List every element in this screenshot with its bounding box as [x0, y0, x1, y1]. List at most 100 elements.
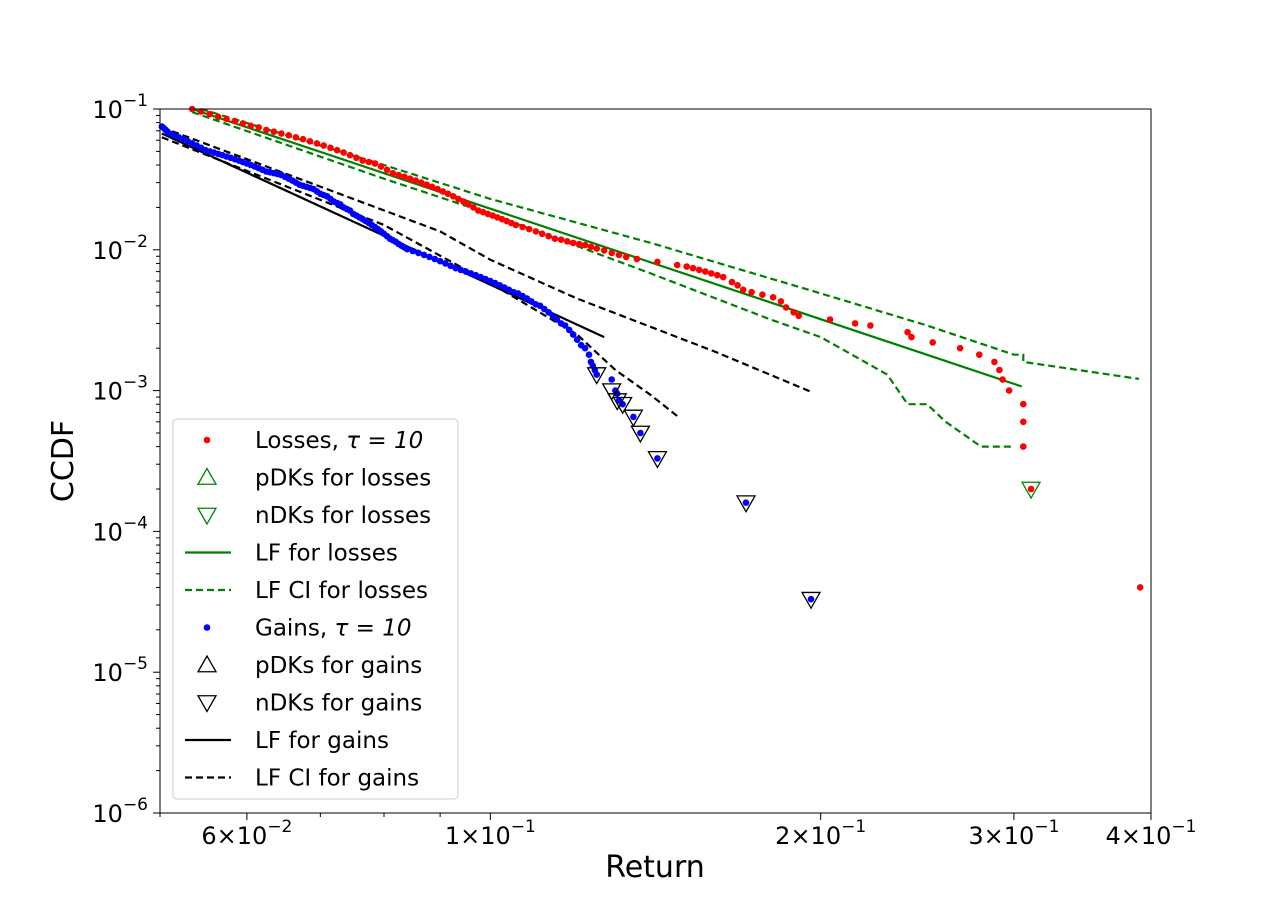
data-point-0-5	[231, 117, 239, 125]
legend-label-lf_gains: LF for gains	[255, 728, 389, 754]
x-tick-label-1: 1×10−1	[445, 817, 536, 850]
x-tick-label-3: 3×10−1	[968, 817, 1059, 850]
data-point-0-97	[976, 351, 983, 359]
data-point-1-104	[565, 326, 573, 334]
legend-label-ndk_gains: nDKs for gains	[255, 691, 422, 717]
legend-marker-pdk_gains	[196, 654, 218, 673]
legend-marker-ndk_gains	[196, 695, 218, 713]
data-point-1-101	[553, 316, 561, 323]
data-point-0-94	[908, 333, 915, 341]
data-point-0-42	[465, 201, 472, 208]
data-point-0-76	[702, 268, 709, 275]
y-tick-label-2: 10−3	[92, 373, 148, 406]
x-tick-label-4: 4×10−1	[1106, 817, 1197, 850]
data-point-0-73	[683, 263, 690, 270]
data-point-0-7	[247, 122, 255, 130]
legend-frame	[172, 418, 459, 800]
data-point-0-13	[292, 134, 300, 141]
data-point-0-78	[714, 271, 721, 279]
data-point-0-92	[867, 322, 874, 329]
x-tick-label-0: 6×10−2	[201, 817, 292, 850]
data-point-0-14	[299, 135, 307, 143]
data-point-1-78	[447, 262, 454, 270]
data-point-0-64	[587, 243, 595, 251]
data-point-0-81	[734, 282, 741, 289]
y-axis-label: CCDF	[46, 420, 81, 502]
data-point-1-75	[431, 255, 439, 263]
legend-label-pdk_gains: pDKs for gains	[255, 653, 422, 679]
legend: Losses, τ = 10 pDKs for losses nDKs for lo…	[172, 418, 459, 800]
data-point-0-28	[389, 169, 397, 177]
data-point-0-102	[1020, 400, 1027, 408]
data-point-0-27	[383, 166, 391, 174]
data-point-1-71	[409, 247, 417, 255]
data-point-0-103	[1020, 418, 1027, 426]
data-points	[158, 105, 1144, 603]
data-point-1-106	[573, 336, 581, 344]
data-point-1-108	[581, 344, 589, 352]
data-point-1-121	[654, 455, 661, 462]
data-point-0-18	[327, 144, 334, 152]
data-point-0-63	[581, 241, 589, 249]
data-point-0-96	[956, 344, 964, 352]
legend-marker-ndk_losses	[196, 507, 218, 526]
legend-label-losses: Losses, τ = 10	[255, 428, 423, 454]
data-point-0-29	[395, 171, 403, 179]
data-point-0-106	[1136, 584, 1144, 591]
data-point-0-99	[996, 366, 1003, 374]
data-point-0-61	[569, 239, 577, 247]
data-point-0-11	[278, 130, 285, 137]
data-point-0-38	[444, 190, 452, 198]
data-point-1-105	[569, 331, 577, 338]
y-tick-label-4: 10−5	[92, 654, 148, 687]
data-point-1-123	[807, 595, 815, 603]
data-point-0-26	[377, 163, 385, 170]
data-point-1-72	[415, 249, 422, 257]
legend-label-gains: Gains, τ = 10	[255, 616, 412, 642]
data-point-0-101	[1005, 387, 1013, 394]
data-point-0-16	[313, 140, 321, 147]
data-point-0-52	[512, 221, 520, 229]
legend-label-pdk_losses: pDKs for losses	[255, 466, 431, 492]
data-point-0-84	[759, 291, 766, 299]
legend-label-ci_losses: LF CI for losses	[255, 578, 428, 604]
data-point-0-36	[434, 185, 441, 193]
data-point-0-90	[826, 316, 834, 323]
data-point-0-32	[412, 177, 420, 184]
data-point-0-8	[255, 124, 262, 131]
data-point-1-79	[452, 264, 460, 272]
data-point-0-33	[417, 179, 425, 186]
data-point-0-86	[777, 298, 785, 305]
data-point-1-114	[608, 376, 615, 383]
data-point-1-103	[561, 322, 569, 329]
legend-label-ci_gains: LF CI for gains	[255, 766, 419, 792]
data-point-0-4	[223, 115, 230, 123]
data-point-0-95	[929, 339, 936, 346]
data-point-0-72	[673, 261, 681, 269]
data-point-0-37	[439, 188, 447, 195]
data-point-0-58	[551, 235, 559, 242]
data-point-0-91	[851, 320, 859, 327]
data-point-0-34	[423, 181, 431, 188]
data-point-0-43	[470, 204, 477, 211]
data-point-0-10	[270, 128, 278, 135]
data-point-0-54	[525, 225, 533, 233]
dk-marker-3-7	[735, 495, 757, 513]
axes: 6×10−2 1×10−1 2×10−1 3×10−1 4×10−1 10−1 10−2 10…	[92, 91, 1196, 850]
data-point-1-70	[403, 245, 411, 253]
series-line-9	[161, 136, 678, 417]
data-point-0-57	[545, 232, 552, 240]
dk-marker-3-4	[623, 409, 644, 428]
dk-marker-3-6	[647, 450, 668, 469]
data-point-0-68	[615, 251, 623, 259]
data-point-0-53	[519, 223, 526, 231]
data-point-0-2	[206, 110, 213, 118]
data-point-0-62	[575, 240, 583, 248]
data-point-0-104	[1020, 443, 1027, 450]
data-point-0-71	[654, 258, 661, 266]
data-point-0-24	[365, 158, 373, 166]
data-point-0-20	[340, 149, 347, 156]
data-point-0-98	[991, 358, 998, 366]
x-axis-label: Return	[605, 850, 705, 885]
